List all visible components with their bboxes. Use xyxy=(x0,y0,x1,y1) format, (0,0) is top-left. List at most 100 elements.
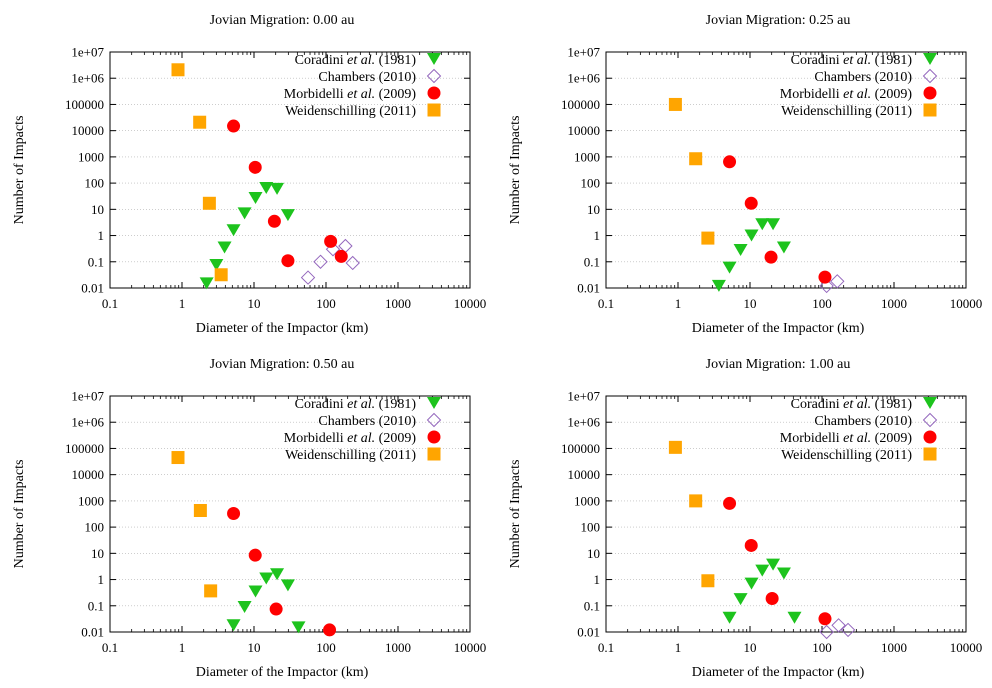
legend-marker xyxy=(427,397,441,409)
data-point xyxy=(171,63,185,77)
data-point xyxy=(259,182,274,195)
y-tick-label: 10000 xyxy=(568,467,601,482)
x-tick-label: 10 xyxy=(248,640,261,655)
y-tick-label: 10 xyxy=(91,546,104,561)
data-point xyxy=(744,577,759,590)
legend-marker xyxy=(427,53,441,65)
data-point xyxy=(248,548,262,562)
data-point xyxy=(764,250,778,264)
plot-frame xyxy=(109,395,471,633)
x-axis-label: Diameter of the Impactor (km) xyxy=(196,321,369,336)
data-point xyxy=(171,451,185,465)
x-tick-label: 100 xyxy=(812,296,832,311)
data-point xyxy=(291,621,306,634)
data-point xyxy=(248,160,262,174)
y-tick-label: 0.1 xyxy=(584,598,600,613)
y-tick-label: 1000 xyxy=(574,149,600,164)
legend-entry-label: Chambers (2010) xyxy=(814,414,912,429)
legend-entry-label: Coradini et al. (1981) xyxy=(295,397,417,412)
data-point xyxy=(248,192,263,205)
data-point xyxy=(324,234,338,248)
data-point xyxy=(202,196,216,210)
x-tick-label: 0.1 xyxy=(598,296,614,311)
y-tick-label: 10 xyxy=(91,202,104,217)
data-point xyxy=(765,591,779,605)
legend-marker xyxy=(427,430,441,444)
x-tick-label: 0.1 xyxy=(102,640,118,655)
data-point xyxy=(722,261,737,274)
data-point xyxy=(334,249,348,263)
data-point xyxy=(701,231,715,245)
x-tick-label: 10 xyxy=(744,296,757,311)
y-tick-label: 1e+06 xyxy=(71,415,104,430)
data-point xyxy=(281,254,295,268)
data-point xyxy=(701,574,715,588)
y-tick-label: 0.01 xyxy=(81,625,104,640)
data-point xyxy=(267,214,281,228)
chart-panel-1: Jovian Migration: 0.25 au 0.01 0.1 1 10 100 10… xyxy=(496,0,992,344)
data-point xyxy=(723,496,737,510)
data-point xyxy=(787,611,802,624)
legend-marker xyxy=(922,68,938,84)
x-tick-label: 1 xyxy=(179,640,186,655)
data-point xyxy=(722,611,737,624)
legend-marker xyxy=(922,412,938,428)
x-tick-label: 1 xyxy=(675,640,682,655)
y-tick-label: 10000 xyxy=(72,123,105,138)
x-tick-label: 1000 xyxy=(385,640,411,655)
chart-panel-2: Jovian Migration: 0.50 au 0.01 0.1 1 10 100 10… xyxy=(0,344,496,688)
y-tick-label: 1000 xyxy=(574,493,600,508)
data-point xyxy=(227,119,241,133)
legend-marker xyxy=(426,412,442,428)
plot-frame xyxy=(605,395,967,633)
legend-entry-label: Morbidelli et al. (2009) xyxy=(284,431,417,446)
data-point xyxy=(226,224,241,237)
x-axis-label: Diameter of the Impactor (km) xyxy=(692,665,865,680)
y-axis-label: Number of Impacts xyxy=(12,116,27,225)
data-point xyxy=(668,97,682,111)
y-tick-label: 100000 xyxy=(65,97,104,112)
y-tick-label: 10000 xyxy=(72,467,105,482)
data-point xyxy=(193,115,207,129)
data-point xyxy=(214,268,228,282)
data-point xyxy=(300,270,316,285)
data-point xyxy=(776,241,791,254)
y-tick-label: 100 xyxy=(85,520,105,535)
y-tick-label: 1e+07 xyxy=(567,389,600,404)
legend-entry-label: Chambers (2010) xyxy=(318,414,416,429)
y-tick-label: 1000 xyxy=(78,493,104,508)
y-tick-label: 100 xyxy=(581,520,601,535)
data-point xyxy=(270,182,285,195)
data-point xyxy=(204,584,218,598)
data-point xyxy=(830,274,845,289)
plot-frame xyxy=(109,51,471,289)
legend-marker xyxy=(923,86,937,100)
data-point xyxy=(766,218,781,231)
y-axis-label: Number of Impacts xyxy=(508,116,523,225)
x-tick-label: 1000 xyxy=(881,640,907,655)
x-tick-label: 10000 xyxy=(454,296,487,311)
data-point xyxy=(744,196,758,210)
y-axis-label: Number of Impacts xyxy=(12,460,27,569)
legend-entry-label: Coradini et al. (1981) xyxy=(791,53,913,68)
legend-entry-label: Chambers (2010) xyxy=(814,70,912,85)
chart-title: Jovian Migration: 1.00 au xyxy=(706,357,851,372)
data-point xyxy=(217,241,232,254)
legend-marker xyxy=(923,103,937,117)
data-point xyxy=(280,209,295,222)
data-point xyxy=(733,593,748,606)
data-point xyxy=(818,612,832,626)
x-tick-label: 1000 xyxy=(385,296,411,311)
data-point xyxy=(840,622,856,638)
data-point xyxy=(237,600,252,613)
data-point xyxy=(193,504,207,518)
legend-marker xyxy=(427,103,441,117)
legend-marker xyxy=(923,53,937,65)
x-tick-label: 10 xyxy=(248,296,261,311)
data-point xyxy=(744,538,758,552)
legend-entry-label: Morbidelli et al. (2009) xyxy=(284,87,417,102)
y-tick-label: 1000 xyxy=(78,149,104,164)
chart-3-svg: Jovian Migration: 1.00 au0.010.111010010… xyxy=(508,357,982,680)
x-axis-label: Diameter of the Impactor (km) xyxy=(692,321,865,336)
data-point xyxy=(345,255,360,271)
